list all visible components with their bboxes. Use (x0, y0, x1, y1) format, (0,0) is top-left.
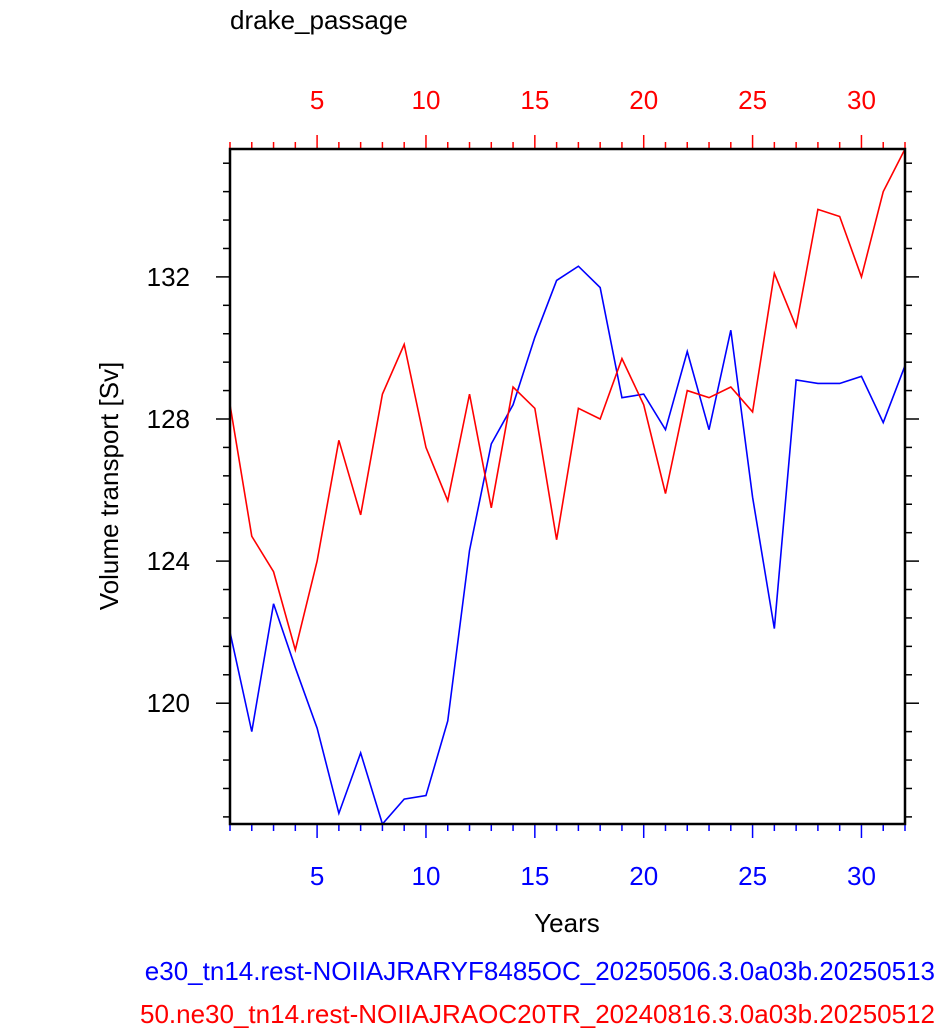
x-tick-label-top: 15 (520, 85, 549, 115)
chart-title: drake_passage (230, 5, 408, 35)
x-tick-label-bottom: 5 (310, 861, 324, 891)
y-tick-label: 124 (147, 546, 190, 576)
legend-series-2: 50.ne30_tn14.rest-NOIIAJRAOC20TR_2024081… (140, 999, 935, 1029)
legend-series-1: e30_tn14.rest-NOIIAJRARYF8485OC_20250506… (145, 956, 935, 986)
y-axis-label: Volume transport [Sv] (94, 362, 124, 611)
x-tick-label-top: 25 (738, 85, 767, 115)
y-tick-label: 120 (147, 688, 190, 718)
x-tick-label-bottom: 25 (738, 861, 767, 891)
ticks-layer: 5 5 10 10 15 15 20 20 25 25 30 30 120 124 128 132 (147, 85, 919, 891)
x-tick-label-top: 5 (310, 85, 324, 115)
x-tick-label-bottom: 10 (412, 861, 441, 891)
x-axis-label: Years (534, 908, 600, 938)
y-tick-label: 128 (147, 404, 190, 434)
series-line-1 (229, 265, 906, 826)
x-tick-label-top: 20 (629, 85, 658, 115)
x-tick-label-bottom: 30 (847, 861, 876, 891)
x-tick-label-top: 30 (847, 85, 876, 115)
x-tick-label-top: 10 (412, 85, 441, 115)
plot-frame (228, 147, 907, 826)
x-tick-label-bottom: 15 (520, 861, 549, 891)
y-tick-label: 132 (147, 262, 190, 292)
x-tick-label-bottom: 20 (629, 861, 658, 891)
series-line-2 (229, 148, 906, 654)
series-layer (229, 148, 906, 826)
